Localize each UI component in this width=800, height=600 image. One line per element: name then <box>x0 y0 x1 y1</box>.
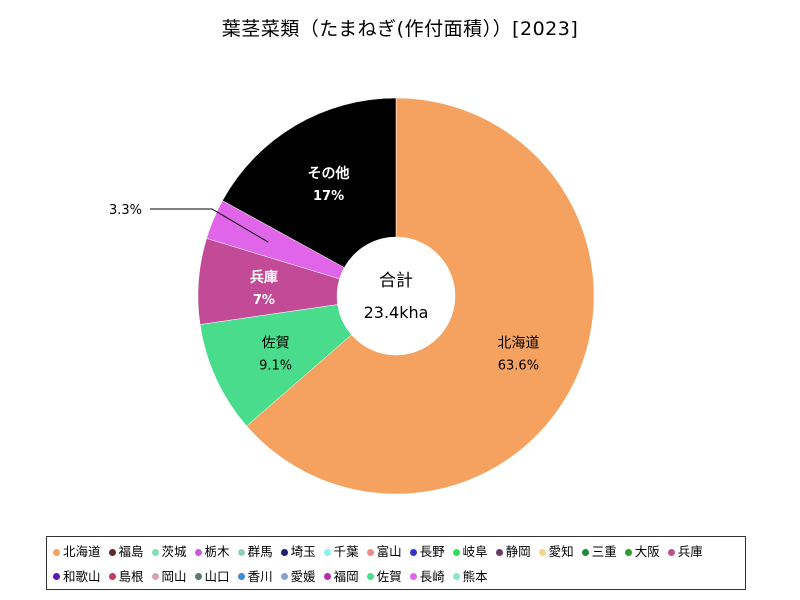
legend-label: 山口 <box>204 568 230 584</box>
legend-swatch <box>366 548 374 556</box>
center-total-value: 23.4kha <box>364 303 429 322</box>
slice-value-label: 63.6% <box>498 359 539 374</box>
legend-swatch <box>280 548 288 556</box>
legend-label: 茨城 <box>161 544 187 560</box>
legend-item: 愛知 <box>538 540 574 565</box>
legend-label: 大阪 <box>634 544 660 560</box>
legend-swatch <box>409 548 417 556</box>
legend-item: 茨城 <box>151 540 187 565</box>
legend-swatch <box>452 573 460 581</box>
legend-swatch <box>194 548 202 556</box>
legend-swatch <box>108 573 116 581</box>
legend-label: 岡山 <box>161 568 187 584</box>
chart-title: 葉茎菜類（たまねぎ(作付面積））[2023] <box>221 18 579 40</box>
slice-value-label: 17% <box>313 189 344 204</box>
legend-item: 愛媛 <box>280 565 316 590</box>
legend-item: 岡山 <box>151 565 187 590</box>
legend-label: 埼玉 <box>290 544 316 560</box>
legend-item: 群馬 <box>237 540 273 565</box>
legend-swatch <box>581 548 589 556</box>
legend-label: 愛知 <box>548 544 574 560</box>
donut-slice-4 <box>222 97 397 268</box>
slice-value-label: 7% <box>253 293 275 308</box>
legend-swatch <box>323 548 331 556</box>
legend-swatch <box>667 548 675 556</box>
slice-name-label: 佐賀 <box>262 335 290 351</box>
legend-item: 熊本 <box>452 565 488 590</box>
legend-swatch <box>194 573 202 581</box>
legend-label: 香川 <box>247 568 273 584</box>
legend-item: 佐賀 <box>366 565 402 590</box>
legend-item: 静岡 <box>495 540 531 565</box>
legend-label: 千葉 <box>333 544 359 560</box>
legend-label: 三重 <box>591 544 617 560</box>
legend-item: 兵庫 <box>667 540 703 565</box>
legend-swatch <box>366 573 374 581</box>
legend-item: 大阪 <box>624 540 660 565</box>
legend-item: 千葉 <box>323 540 359 565</box>
legend-item: 和歌山 <box>53 565 101 590</box>
slice-value-label: 9.1% <box>259 358 292 373</box>
legend-item: 山口 <box>194 565 230 590</box>
legend-item: 富山 <box>366 540 402 565</box>
legend-swatch <box>237 548 245 556</box>
legend-swatch <box>53 573 60 581</box>
legend-swatch <box>280 573 288 581</box>
slice-name-label: 北海道 <box>497 336 539 352</box>
legend-label: 岐阜 <box>462 544 488 560</box>
legend-swatch <box>323 573 331 581</box>
legend-label: 長野 <box>419 544 445 560</box>
legend-item: 福岡 <box>323 565 359 590</box>
slice-value-label: 3.3% <box>109 203 142 218</box>
legend-label: 北海道 <box>63 544 101 560</box>
legend-swatch <box>108 548 116 556</box>
legend-label: 島根 <box>118 568 144 584</box>
legend-item: 香川 <box>237 565 273 590</box>
legend-swatch <box>151 573 159 581</box>
legend-label: 兵庫 <box>677 544 703 560</box>
legend-swatch <box>452 548 460 556</box>
legend-item: 長崎 <box>409 565 445 590</box>
callout-line <box>150 208 269 243</box>
legend-label: 福島 <box>118 544 144 560</box>
slice-name-label: その他 <box>308 165 350 182</box>
legend-label: 熊本 <box>462 568 488 584</box>
legend-swatch <box>237 573 245 581</box>
legend-label: 愛媛 <box>290 568 316 584</box>
slice-name-label: 兵庫 <box>250 269 278 286</box>
legend-label: 佐賀 <box>376 568 402 584</box>
legend-label: 福岡 <box>333 568 359 584</box>
legend-item: 岐阜 <box>452 540 488 565</box>
legend-item: 福島 <box>108 540 144 565</box>
legend-swatch <box>151 548 159 556</box>
legend-label: 長崎 <box>419 568 445 584</box>
center-total-title: 合計 <box>379 271 413 291</box>
chart-legend: 北海道 福島 茨城 栃木 群馬 埼玉 千葉 富山 長野 岐阜 静岡 愛知 三重 大阪 兵庫和歌山 島根 岡山 山口… <box>46 536 746 590</box>
legend-swatch <box>53 548 60 556</box>
legend-item: 埼玉 <box>280 540 316 565</box>
legend-item: 北海道 <box>53 540 101 565</box>
legend-swatch <box>495 548 503 556</box>
legend-label: 富山 <box>376 544 402 560</box>
legend-swatch <box>409 573 417 581</box>
legend-label: 和歌山 <box>63 568 101 584</box>
legend-item: 島根 <box>108 565 144 590</box>
legend-item: 栃木 <box>194 540 230 565</box>
donut-slice-0 <box>246 97 595 495</box>
legend-item: 三重 <box>581 540 617 565</box>
legend-label: 静岡 <box>505 544 531 560</box>
legend-swatch <box>538 548 546 556</box>
legend-item: 長野 <box>409 540 445 565</box>
donut-chart: 北海道 63.6% 佐賀 9.1% 兵庫 7% 3.3% その他 17% 合計 23.4kha <box>109 97 595 495</box>
legend-swatch <box>624 548 632 556</box>
legend-label: 栃木 <box>204 544 230 560</box>
legend-label: 群馬 <box>247 544 273 560</box>
